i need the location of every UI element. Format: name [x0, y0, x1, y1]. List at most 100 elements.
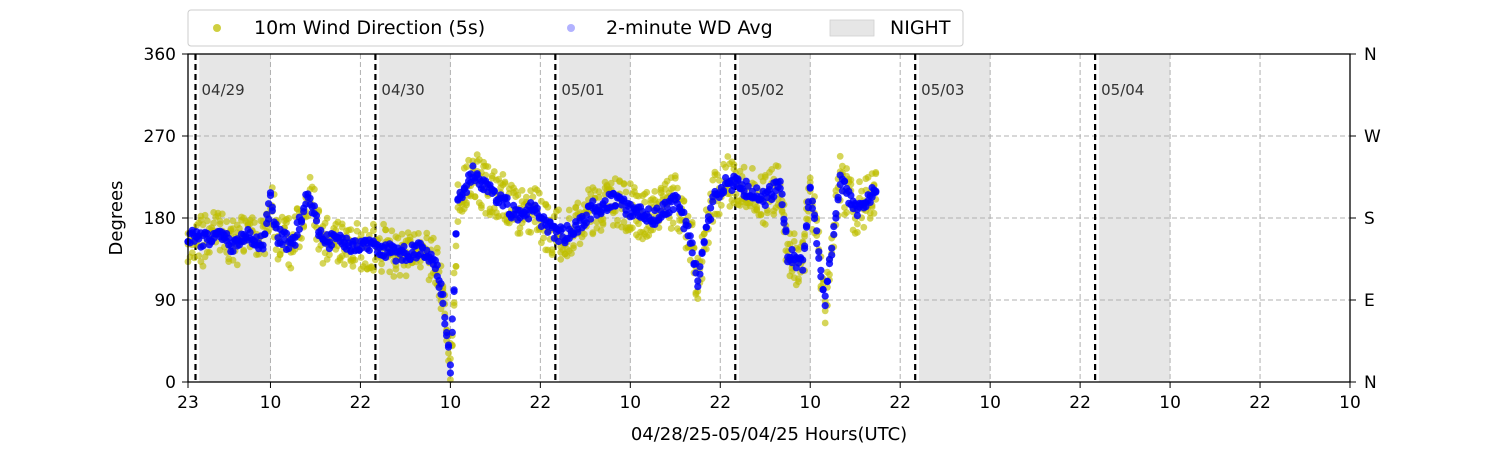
- data-point: [825, 260, 834, 268]
- data-point: [702, 223, 710, 231]
- data-point: [450, 286, 458, 294]
- data-point: [715, 210, 723, 218]
- data-point: [349, 262, 357, 270]
- data-point: [724, 153, 732, 160]
- data-point: [386, 268, 394, 276]
- data-point: [463, 163, 470, 171]
- data-point: [715, 177, 723, 184]
- data-point: [523, 193, 530, 201]
- data-point: [423, 229, 431, 237]
- data-point: [707, 215, 715, 223]
- data-point: [753, 203, 761, 211]
- data-point: [680, 198, 688, 205]
- data-point: [589, 197, 597, 205]
- data-point: [462, 188, 471, 196]
- data-point: [261, 230, 269, 238]
- date-marker-label: 05/02: [741, 81, 784, 99]
- data-point: [236, 225, 243, 232]
- data-point: [574, 228, 582, 236]
- data-point: [437, 280, 445, 288]
- data-point: [458, 194, 466, 202]
- data-point: [649, 226, 657, 234]
- data-point: [255, 250, 263, 258]
- data-point: [265, 215, 273, 223]
- data-point: [614, 216, 621, 224]
- data-point: [836, 152, 844, 160]
- data-point: [446, 369, 454, 377]
- data-point: [469, 162, 477, 170]
- data-point: [357, 231, 365, 239]
- data-point: [376, 235, 383, 242]
- data-point: [326, 251, 333, 259]
- x-tick-label: 10: [440, 393, 462, 413]
- data-point: [815, 254, 823, 262]
- y-tick-label: 180: [144, 209, 176, 229]
- data-point: [218, 210, 226, 218]
- data-point: [671, 174, 679, 182]
- data-point: [802, 223, 811, 231]
- data-point: [454, 181, 462, 189]
- data-point: [696, 270, 704, 278]
- data-point: [268, 207, 276, 215]
- data-point: [555, 237, 563, 246]
- data-point: [866, 214, 874, 222]
- data-point: [684, 222, 692, 230]
- data-point: [749, 165, 756, 172]
- data-point: [757, 211, 765, 219]
- data-point: [854, 220, 861, 228]
- y-tick-label: 270: [144, 127, 176, 147]
- data-point: [821, 302, 829, 310]
- data-point: [312, 211, 321, 220]
- data-point: [717, 201, 725, 209]
- data-point: [392, 257, 400, 265]
- data-point: [396, 271, 404, 279]
- data-point: [272, 246, 280, 254]
- data-point: [860, 223, 868, 231]
- data-point: [548, 251, 556, 258]
- data-point: [233, 261, 241, 269]
- data-point: [808, 197, 817, 205]
- data-point: [445, 349, 452, 357]
- data-point: [601, 197, 609, 205]
- data-point: [272, 220, 280, 228]
- data-point: [291, 241, 299, 249]
- data-point: [778, 201, 786, 209]
- x-tick-label: 10: [799, 393, 821, 413]
- data-point: [694, 295, 702, 302]
- data-point: [813, 240, 821, 248]
- data-point: [669, 219, 677, 227]
- data-point: [478, 201, 485, 209]
- axes: 0 90 180 270 360 N E S W N 23 10 22 10 22 10 22 10 22 10 22 1…: [144, 45, 1381, 413]
- data-point: [707, 204, 715, 212]
- right-tick-label: W: [1364, 127, 1381, 147]
- data-point: [448, 315, 456, 323]
- x-tick-label: 23: [177, 393, 199, 413]
- data-point: [525, 215, 533, 223]
- data-point: [761, 221, 769, 228]
- data-point: [674, 184, 681, 192]
- data-point: [433, 261, 441, 269]
- data-point: [463, 199, 470, 207]
- right-tick-label: E: [1364, 291, 1375, 311]
- data-point: [821, 292, 829, 300]
- data-point: [259, 241, 267, 249]
- data-point: [293, 231, 301, 239]
- data-point: [490, 187, 498, 195]
- data-point: [813, 227, 821, 235]
- data-point: [744, 182, 752, 190]
- data-point: [641, 198, 648, 206]
- data-point: [246, 228, 254, 236]
- data-point: [533, 204, 541, 212]
- data-point: [709, 198, 717, 206]
- data-point: [810, 211, 819, 219]
- legend-marker-wind-direction: [213, 24, 221, 32]
- data-point: [801, 244, 809, 253]
- data-point: [607, 179, 615, 187]
- data-point: [611, 202, 619, 210]
- data-point: [620, 218, 628, 226]
- data-point: [392, 265, 400, 273]
- data-point: [365, 246, 373, 255]
- data-point: [595, 188, 603, 196]
- data-point: [429, 234, 437, 242]
- data-point: [872, 170, 880, 178]
